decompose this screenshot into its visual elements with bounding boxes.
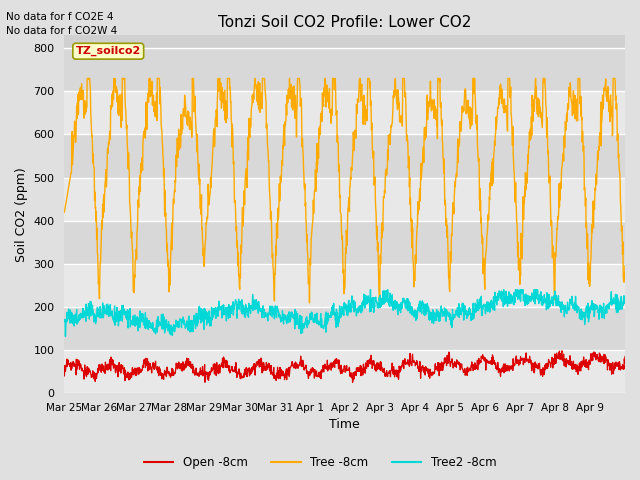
Bar [65, 350, 625, 393]
Text: No data for f CO2W 4: No data for f CO2W 4 [6, 26, 118, 36]
Title: Tonzi Soil CO2 Profile: Lower CO2: Tonzi Soil CO2 Profile: Lower CO2 [218, 15, 472, 30]
Bar [65, 221, 625, 264]
Bar [65, 307, 625, 350]
Bar [65, 134, 625, 178]
Text: No data for f CO2E 4: No data for f CO2E 4 [6, 12, 114, 22]
Bar [65, 91, 625, 134]
X-axis label: Time: Time [330, 419, 360, 432]
Legend: Open -8cm, Tree -8cm, Tree2 -8cm: Open -8cm, Tree -8cm, Tree2 -8cm [139, 452, 501, 474]
Y-axis label: Soil CO2 (ppm): Soil CO2 (ppm) [15, 167, 28, 262]
Bar [65, 264, 625, 307]
Text: TZ_soilco2: TZ_soilco2 [76, 46, 141, 56]
Bar [65, 178, 625, 221]
Bar [65, 48, 625, 91]
